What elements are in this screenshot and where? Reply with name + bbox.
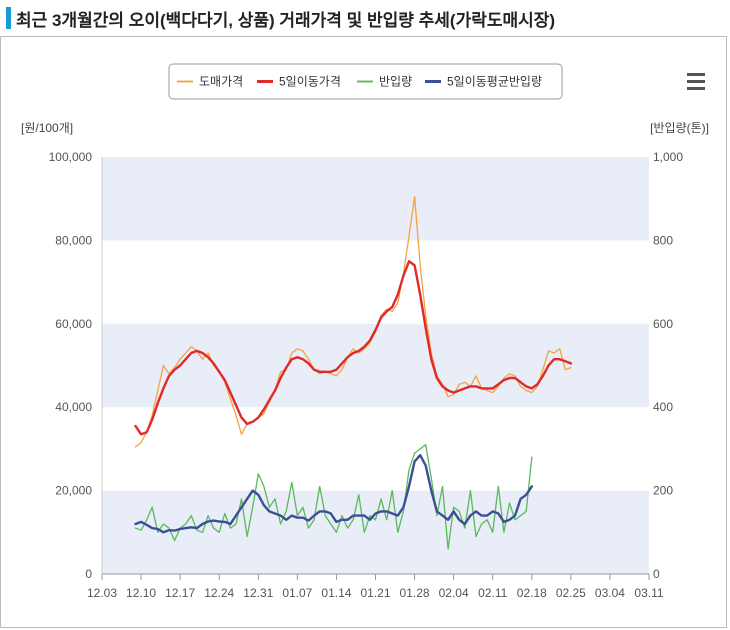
title-accent-bar (6, 7, 11, 29)
menu-icon-bar (687, 80, 705, 83)
y-right-tick-label: 800 (653, 233, 673, 247)
y-left-tick-label: 60,000 (55, 317, 92, 331)
chart-svg: 0 20,000 40,000 60,000 80,000 100,000 0 200 400 6… (21, 63, 709, 600)
x-tick-label: 03.11 (634, 586, 663, 600)
page-title: 최근 3개월간의 오이(백다다기, 상품) 거래가격 및 반입량 추세(가락도매… (16, 11, 556, 30)
x-tick-label: 02.04 (439, 586, 469, 600)
series-line-4 (134, 454, 533, 534)
y-right-axis-title: [반입량(톤)] (650, 121, 709, 135)
x-tick-label: 01.14 (321, 586, 351, 600)
series-line-2 (134, 260, 573, 436)
y-right-tick-label: 1,000 (653, 150, 683, 164)
hamburger-menu-icon[interactable] (687, 73, 705, 90)
plot-band (102, 157, 649, 241)
x-tick-label: 03.04 (595, 586, 625, 600)
x-tick-label: 02.18 (517, 586, 547, 600)
y-right-tick-label: 600 (653, 317, 673, 331)
legend-label-2: 5일이동가격 (279, 75, 341, 89)
y-left-tick-label: 20,000 (55, 484, 92, 498)
x-tick-label: 02.25 (556, 586, 586, 600)
x-tick-label: 12.03 (87, 586, 117, 600)
x-tick-label: 01.28 (400, 586, 430, 600)
menu-icon-bar (687, 87, 705, 90)
y-left-tick-label: 100,000 (49, 150, 93, 164)
y-left-tick-label: 0 (85, 567, 92, 581)
y-left-tick-label: 40,000 (55, 400, 92, 414)
x-tick-label: 01.21 (360, 586, 390, 600)
x-tick-label: 12.10 (126, 586, 156, 600)
y-right-tick-label: 0 (653, 567, 660, 581)
chart-container: 0 20,000 40,000 60,000 80,000 100,000 0 200 400 6… (0, 36, 727, 628)
legend-label-4: 5일이동평균반입량 (447, 75, 542, 89)
x-tick-label: 12.31 (243, 586, 273, 600)
y-right-tick-label: 200 (653, 484, 673, 498)
legend-label-3: 반입량 (379, 75, 412, 89)
menu-icon-bar (687, 73, 705, 76)
y-left-axis-title: [원/100개] (21, 121, 73, 135)
x-tick-label: 12.17 (165, 586, 195, 600)
title-area: 최근 3개월간의 오이(백다다기, 상품) 거래가격 및 반입량 추세(가락도매… (0, 0, 730, 36)
legend-label-1: 도매가격 (199, 75, 243, 89)
x-tick-label: 02.11 (478, 586, 507, 600)
y-left-tick-label: 80,000 (55, 233, 92, 247)
y-right-tick-label: 400 (653, 400, 673, 414)
x-tick-label: 01.07 (282, 586, 312, 600)
plot-band (102, 323, 649, 408)
x-tick-label: 12.24 (204, 586, 234, 600)
plot-band (102, 490, 649, 574)
